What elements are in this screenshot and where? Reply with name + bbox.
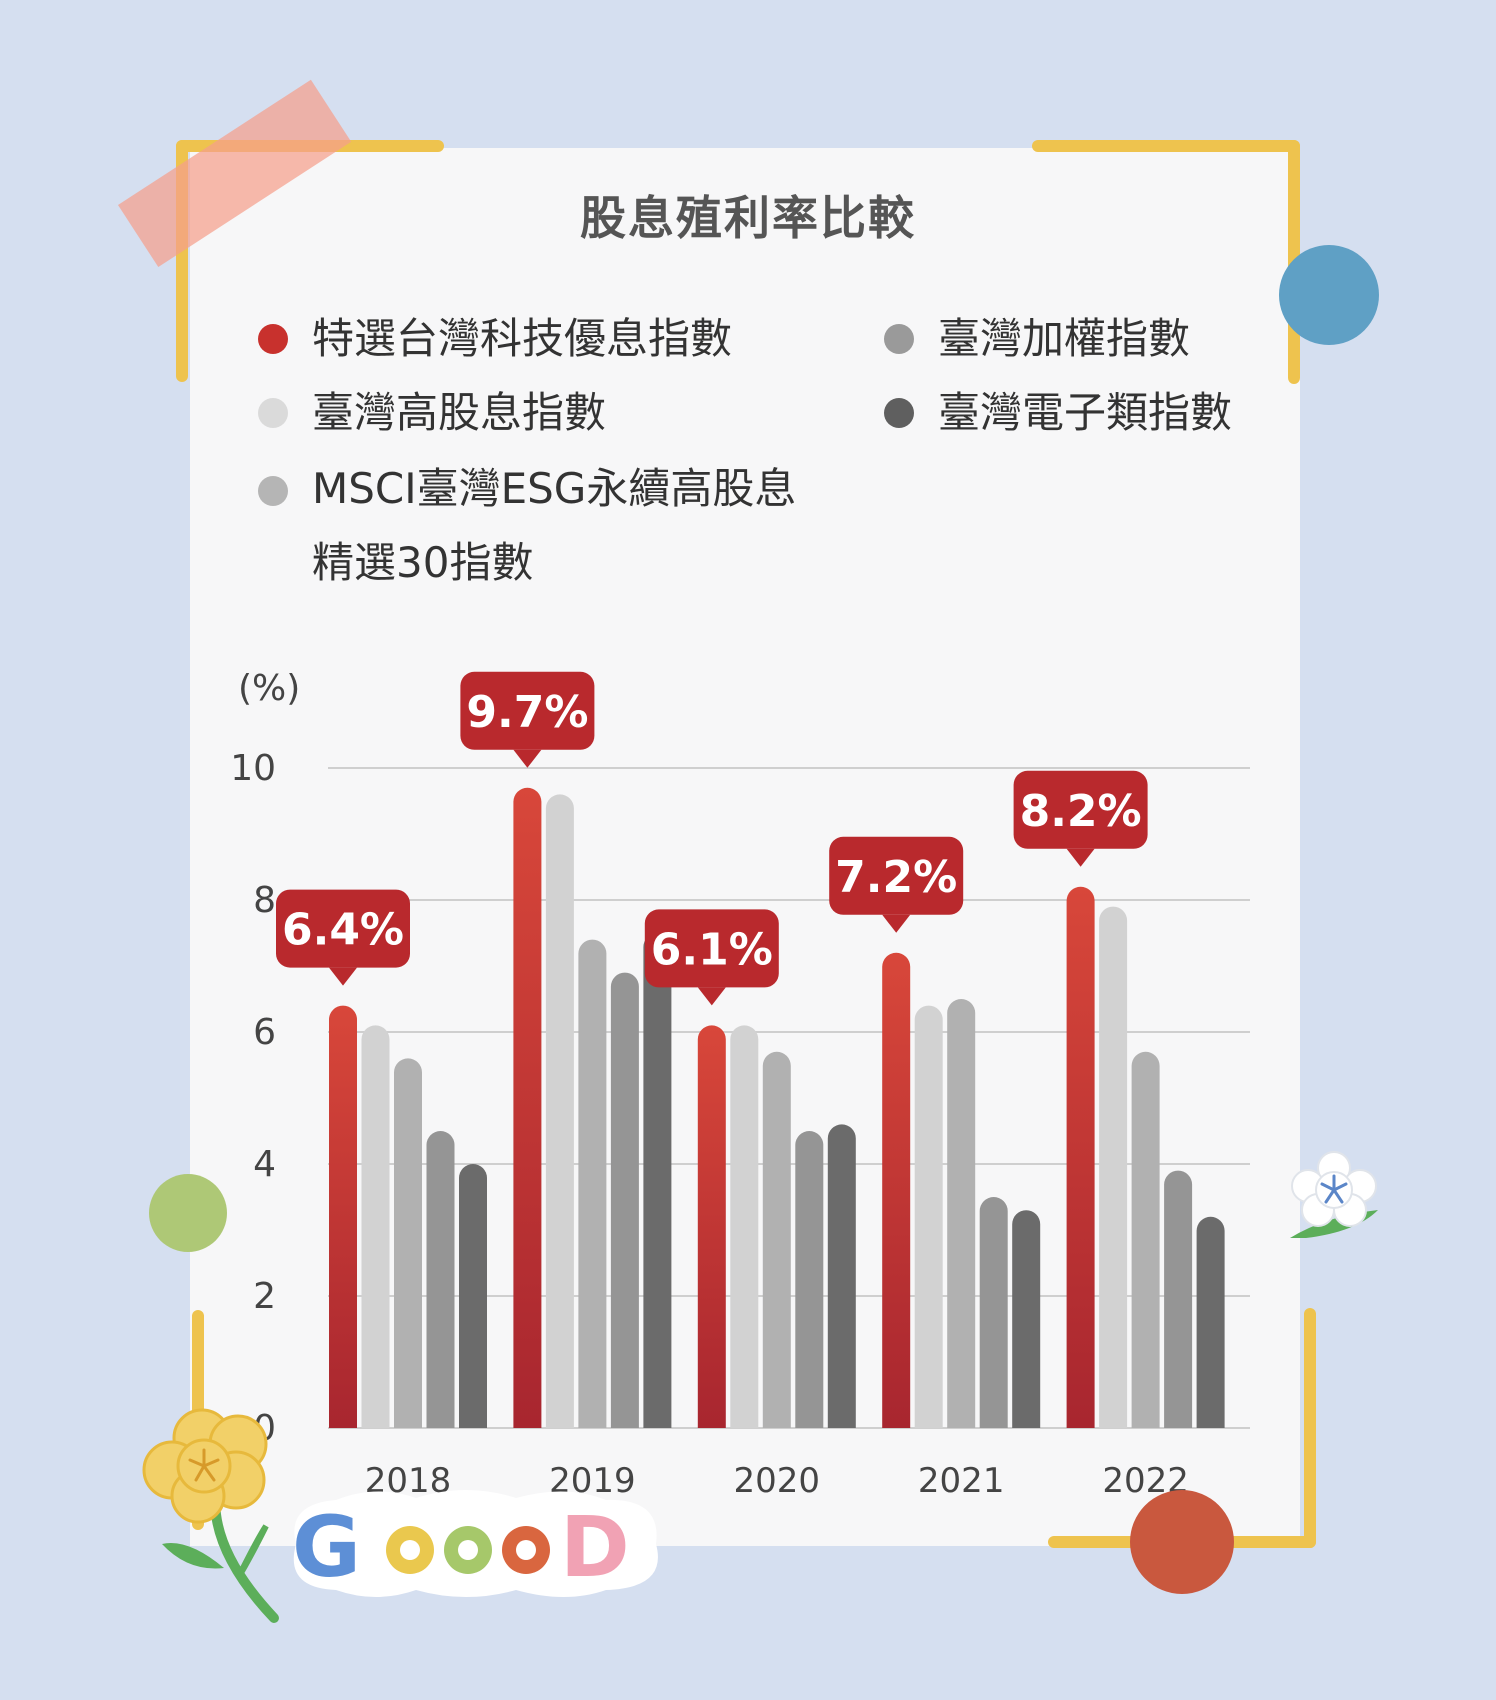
value-callout: 6.4% [276, 889, 410, 986]
legend-label: 臺灣加權指數 [938, 314, 1191, 363]
blue-circle-decoration [1279, 245, 1379, 345]
bar [914, 1005, 943, 1428]
yellow-flower-icon [142, 1408, 279, 1623]
callouts: 6.4% 9.7% 6.1% 7.2% 8.2% [276, 671, 1148, 1006]
bar [1196, 1216, 1225, 1428]
bar [882, 952, 911, 1428]
bar [1164, 1170, 1193, 1428]
legend-dot [258, 398, 288, 428]
legend-dot [258, 476, 288, 506]
legend-label: 精選30指數 [312, 538, 534, 587]
y-tick-label: 10 [230, 748, 276, 789]
red-circle-decoration [1130, 1490, 1234, 1594]
frame-bottom-right-v [1304, 1308, 1316, 1548]
bar [979, 1197, 1008, 1428]
value-callout: 7.2% [829, 836, 964, 933]
value-callout: 9.7% [460, 671, 595, 768]
legend-dot [258, 324, 288, 354]
sticker-letter: G [292, 1498, 361, 1596]
value-callout: 8.2% [1013, 770, 1148, 867]
bar [1131, 1051, 1160, 1428]
value-label: 6.4% [282, 905, 404, 956]
goood-sticker: G D [292, 1490, 658, 1597]
bar [545, 794, 574, 1428]
value-label: 9.7% [466, 687, 588, 738]
bar [762, 1051, 791, 1428]
bar [827, 1124, 856, 1428]
y-tick-label: 8 [253, 880, 276, 921]
bar [947, 999, 976, 1428]
legend-label: 臺灣電子類指數 [938, 388, 1233, 437]
y-tick-label: 2 [253, 1276, 276, 1317]
sticker-letter: D [560, 1498, 630, 1596]
bar [361, 1025, 390, 1428]
white-flower-icon [1290, 1151, 1378, 1238]
value-label: 7.2% [835, 852, 957, 903]
y-tick-label: 6 [253, 1012, 276, 1053]
bar [610, 972, 639, 1428]
chart-title: 股息殖利率比較 [580, 191, 916, 245]
frame-top-right-h [1032, 140, 1300, 152]
bar [697, 1025, 726, 1428]
legend-dot [884, 398, 914, 428]
value-label: 6.1% [651, 924, 773, 975]
bar [643, 933, 672, 1428]
value-label: 8.2% [1020, 786, 1142, 837]
x-axis: 2018 2019 2020 2021 2022 [365, 1461, 1189, 1501]
x-tick-label: 2021 [918, 1461, 1005, 1501]
bar [329, 1005, 357, 1428]
value-callout: 6.1% [644, 909, 779, 1006]
legend-label: MSCI臺灣ESG永續高股息 [312, 464, 797, 513]
bar [578, 939, 607, 1428]
y-tick-label: 4 [253, 1144, 276, 1185]
legend-label: 特選台灣科技優息指數 [312, 314, 733, 363]
bar [426, 1131, 455, 1428]
bar [1066, 886, 1095, 1428]
bar [394, 1058, 422, 1428]
x-tick-label: 2020 [734, 1461, 821, 1501]
legend-label: 臺灣高股息指數 [312, 388, 607, 437]
legend-dot [884, 324, 914, 354]
bar [1012, 1210, 1041, 1428]
bar [1099, 906, 1128, 1428]
bar [513, 787, 542, 1428]
y-axis-unit: (%) [238, 668, 300, 709]
bar [459, 1164, 487, 1428]
bar [795, 1131, 824, 1428]
green-circle-decoration [149, 1174, 227, 1252]
bar [730, 1025, 759, 1428]
bars [329, 787, 1225, 1428]
